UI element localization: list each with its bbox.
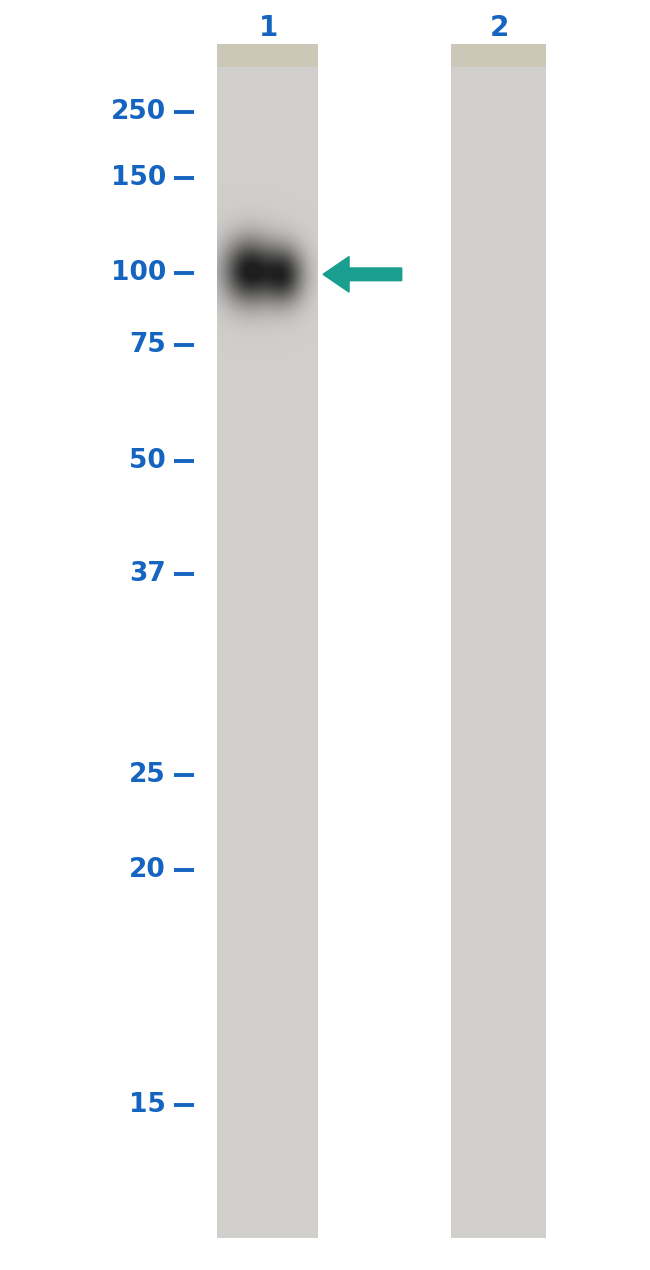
FancyArrow shape bbox=[323, 257, 402, 292]
Text: 2: 2 bbox=[489, 14, 509, 42]
Text: 75: 75 bbox=[129, 333, 166, 358]
Text: 25: 25 bbox=[129, 762, 166, 787]
Text: 1: 1 bbox=[259, 14, 278, 42]
Text: 150: 150 bbox=[111, 165, 166, 190]
Text: 100: 100 bbox=[111, 260, 166, 286]
Text: 20: 20 bbox=[129, 857, 166, 883]
Text: 50: 50 bbox=[129, 448, 166, 474]
Text: 250: 250 bbox=[111, 99, 166, 124]
Text: 15: 15 bbox=[129, 1092, 166, 1118]
Text: 37: 37 bbox=[129, 561, 166, 587]
